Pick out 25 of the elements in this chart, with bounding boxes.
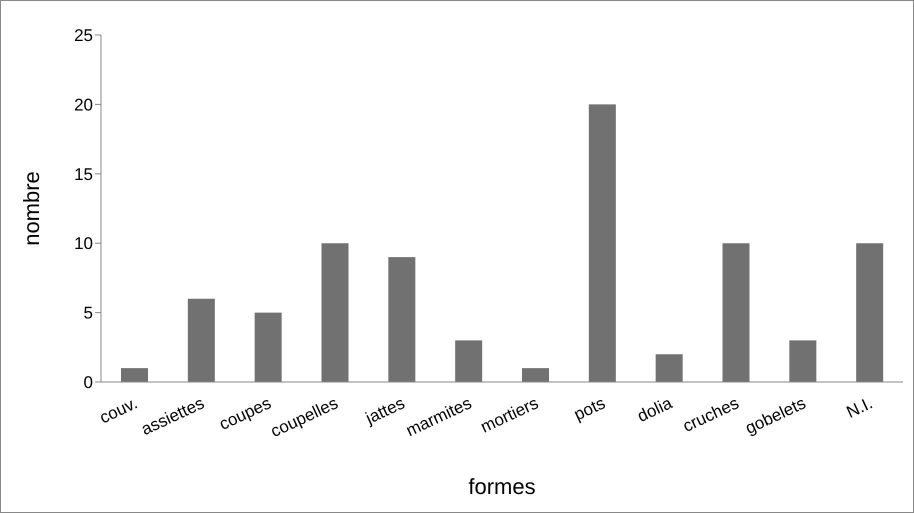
bar [588,104,616,382]
y-axis-title: nombre [18,171,44,246]
x-axis-title: formes [468,474,536,499]
y-tick-label: 25 [74,26,93,46]
bar [121,368,148,382]
bar [722,243,750,382]
y-tick-label: 10 [74,234,93,254]
x-tick-label: jattes [362,393,408,428]
y-tick-label: 0 [84,373,93,392]
y-tick-label: 15 [74,164,93,184]
x-tick-label: dolia [634,393,676,426]
bar [856,243,884,382]
y-tick-label: 5 [84,304,93,323]
bar [254,312,282,382]
bar [656,354,683,382]
bar [388,257,416,382]
bar [455,340,482,382]
bar [188,298,215,382]
bar [789,340,816,382]
x-tick-label: pots [571,393,608,424]
x-tick-label: couv. [96,393,140,428]
bar [322,243,348,382]
x-tick-label: N.I. [843,393,876,422]
y-tick-label: 20 [74,95,93,114]
bar [522,368,549,382]
